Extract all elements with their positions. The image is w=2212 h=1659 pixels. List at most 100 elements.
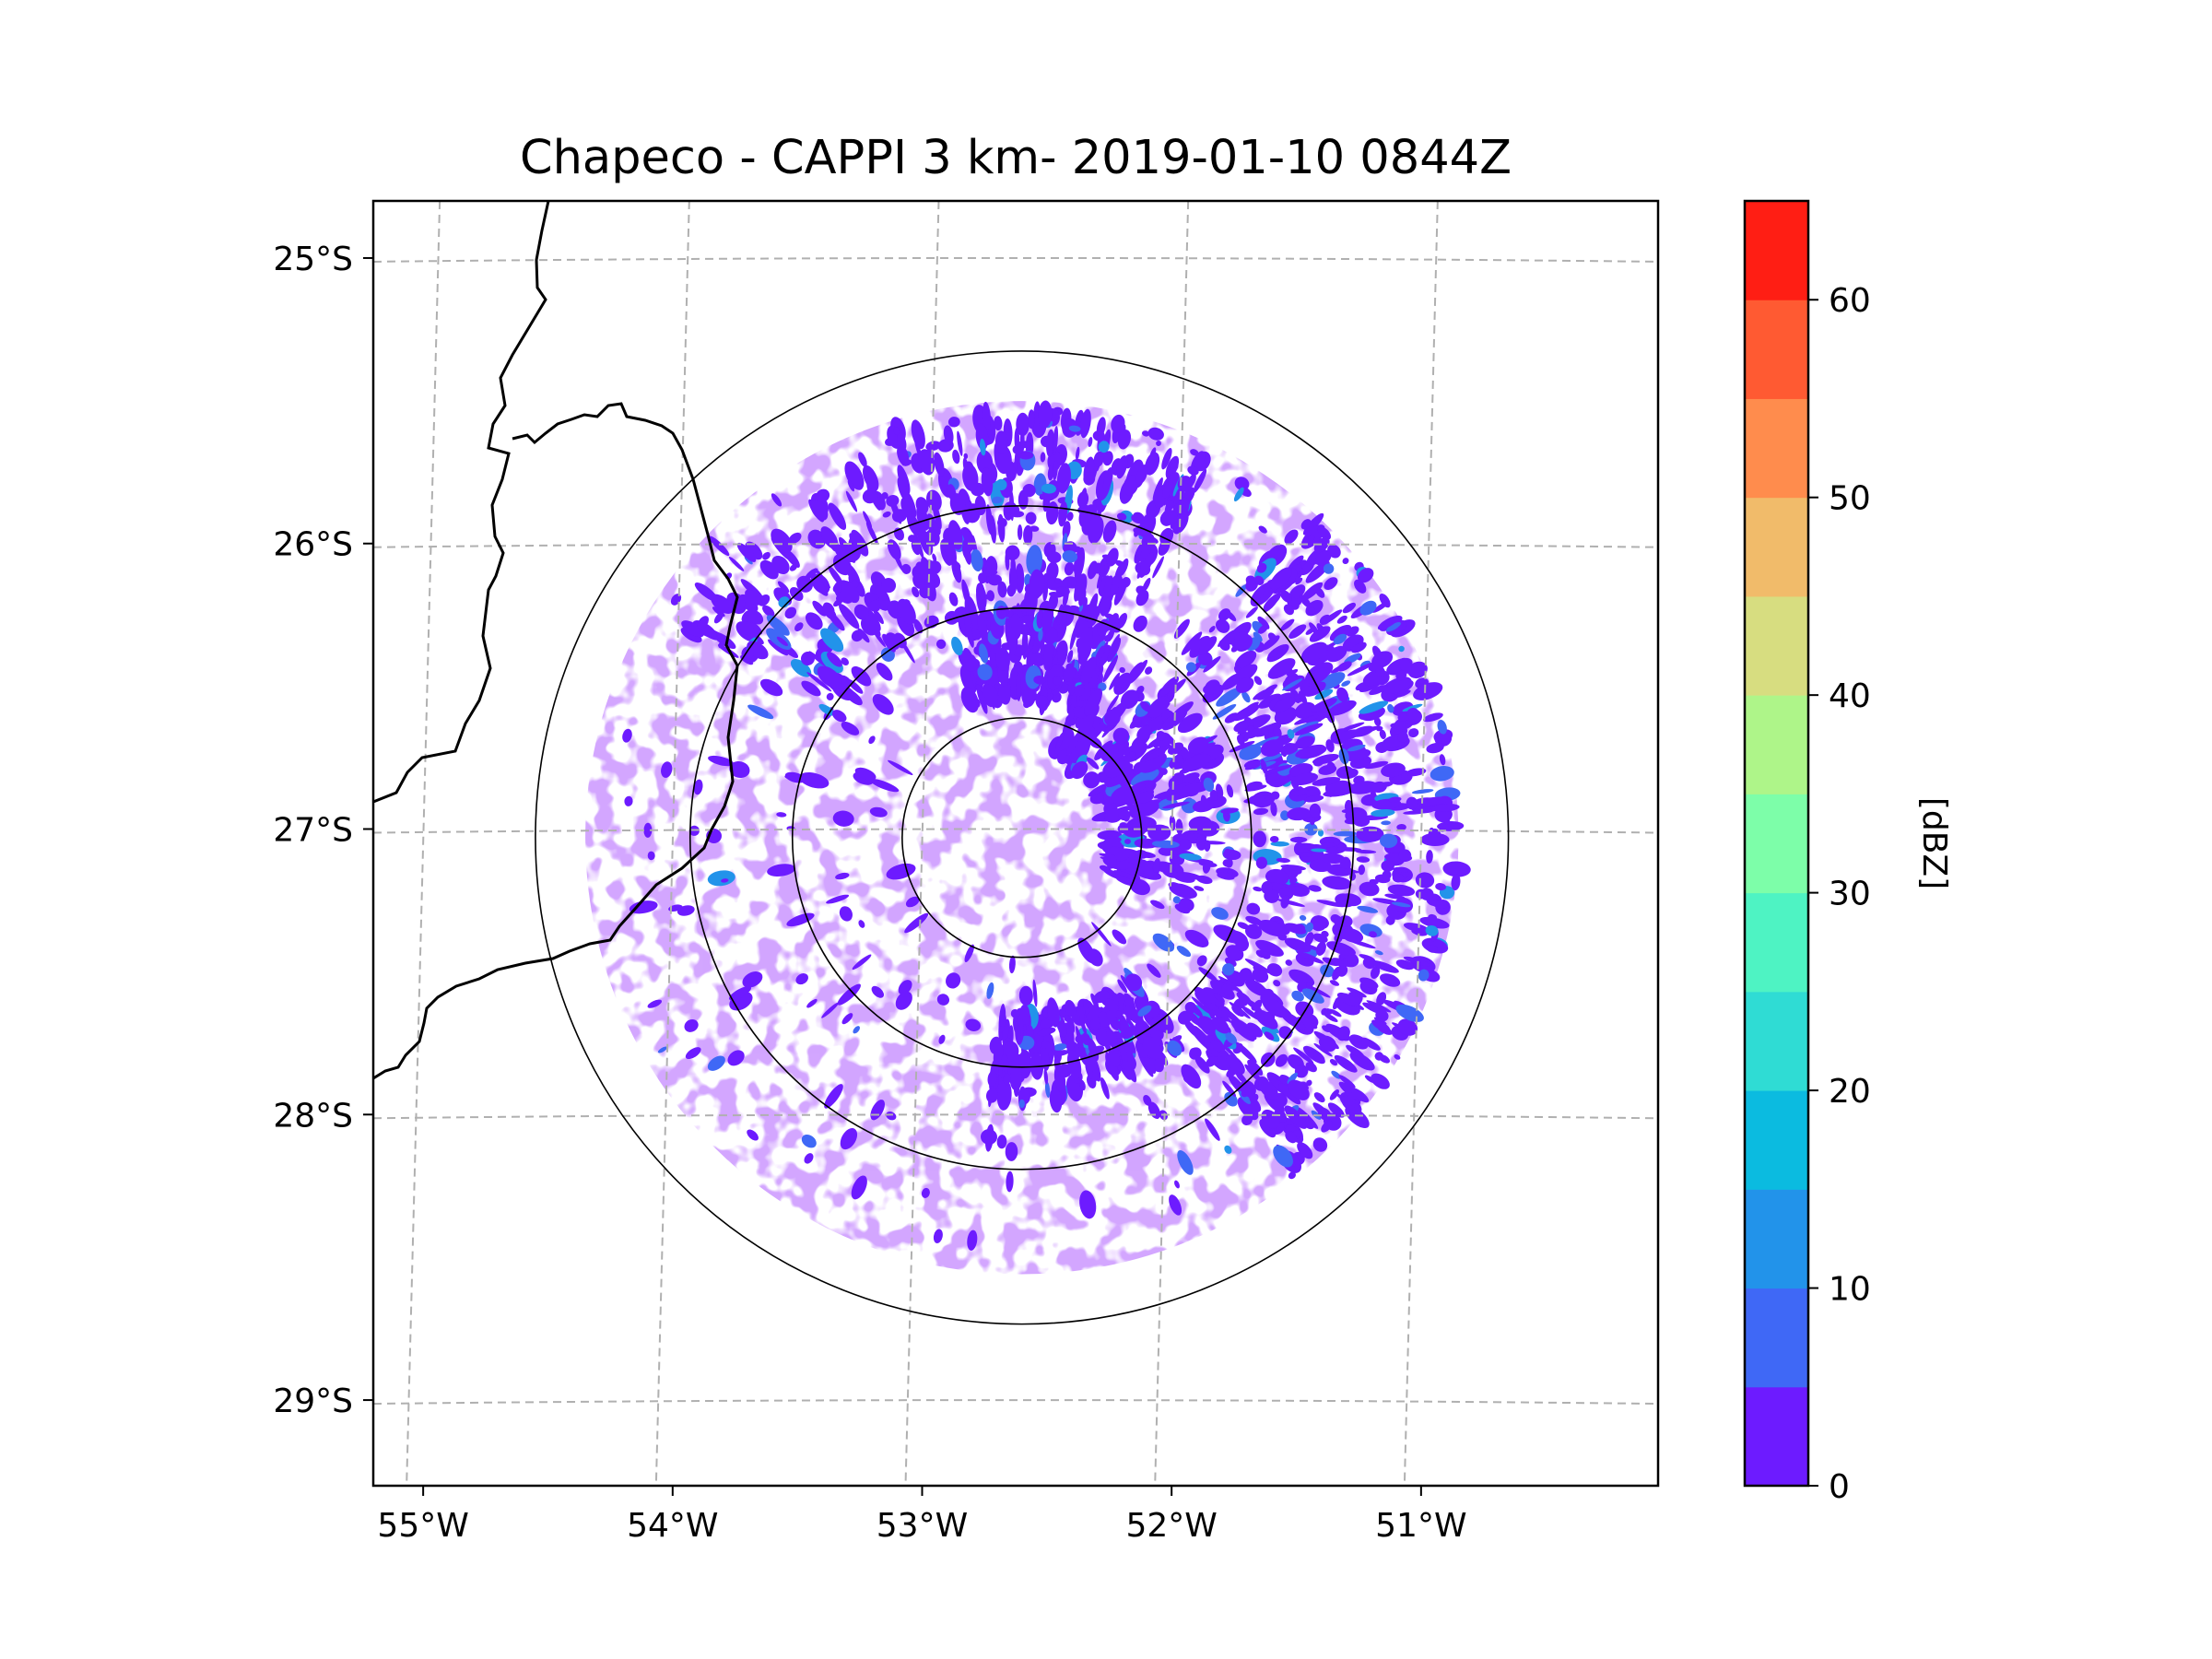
- echo-cell: [1370, 959, 1399, 973]
- echo-cell: [1183, 1019, 1201, 1039]
- echo-cell: [1049, 1088, 1063, 1113]
- echo-cell: [1008, 565, 1018, 595]
- echo-cell: [1305, 922, 1314, 933]
- echo-cell: [1100, 597, 1112, 617]
- echo-cell: [1117, 1065, 1123, 1071]
- echo-cell: [1109, 672, 1121, 690]
- echo-cell: [1067, 605, 1082, 615]
- echo-cell: [624, 795, 633, 806]
- echo-cell: [1008, 955, 1016, 974]
- echo-cell: [747, 641, 769, 660]
- echo-cell: [1023, 700, 1030, 709]
- echo-cell: [1116, 1009, 1133, 1036]
- echo-cell: [1371, 1073, 1390, 1089]
- echo-cell: [1021, 615, 1036, 623]
- echo-cell: [1288, 886, 1308, 896]
- echo-cell: [1213, 924, 1241, 944]
- echo-cell: [1280, 618, 1295, 631]
- echo-cell: [977, 664, 993, 681]
- echo-cell: [709, 535, 730, 557]
- echo-cell: [1106, 547, 1119, 567]
- echo-cell: [1299, 690, 1308, 705]
- echo-cell: [1080, 408, 1091, 439]
- echo-cell: [1338, 1075, 1356, 1088]
- echo-cell: [832, 810, 854, 827]
- echo-cell: [1265, 868, 1289, 886]
- echo-cell: [1244, 979, 1268, 996]
- echo-cell: [1341, 928, 1364, 943]
- echo-cell: [1442, 861, 1471, 877]
- echo-cell: [1211, 1017, 1230, 1034]
- echo-cell: [1396, 823, 1406, 831]
- echo-cell: [979, 439, 986, 456]
- echo-cell: [1426, 850, 1433, 864]
- y-tick-label: 27°S: [273, 812, 353, 850]
- echo-cell: [1285, 1131, 1298, 1144]
- echo-cell: [1246, 1022, 1264, 1038]
- echo-cell: [1167, 742, 1184, 755]
- echo-cell: [1299, 914, 1307, 921]
- echo-cell: [771, 528, 793, 553]
- echo-cell: [1173, 618, 1190, 639]
- echo-cell: [1033, 675, 1046, 685]
- echo-cell: [810, 575, 829, 596]
- echo-cell: [1196, 955, 1207, 967]
- echo-cell: [1194, 886, 1205, 891]
- echo-cell: [843, 688, 863, 706]
- echo-cell: [1176, 754, 1185, 767]
- echo-cell: [1290, 688, 1300, 703]
- echo-cell: [1336, 661, 1352, 672]
- echo-cell: [1177, 782, 1207, 796]
- echo-cell: [657, 1046, 667, 1053]
- gridline-lat: [373, 1399, 1658, 1406]
- echo-cell: [1054, 1050, 1069, 1056]
- echo-cell: [1293, 841, 1305, 855]
- echo-cell: [862, 488, 878, 504]
- echo-cell: [747, 704, 774, 720]
- echo-cell: [1140, 700, 1152, 712]
- echo-cell: [868, 599, 881, 611]
- gridline-lat: [373, 828, 1658, 834]
- colorbar-tick-label: 60: [1829, 282, 1871, 320]
- echo-cell: [870, 779, 900, 793]
- echo-cell: [932, 553, 937, 562]
- echo-cell: [1407, 661, 1428, 679]
- echo-cell: [1258, 525, 1267, 534]
- echo-cell: [1172, 872, 1195, 883]
- echo-cell: [1078, 1015, 1088, 1036]
- echo-cell: [831, 710, 847, 723]
- echo-cell: [1006, 1171, 1014, 1193]
- echo-cell: [977, 614, 988, 643]
- gridline-lon: [1403, 201, 1439, 1486]
- echo-cell: [1371, 781, 1387, 794]
- echo-cell: [1174, 903, 1191, 914]
- echo-cell: [1278, 1083, 1301, 1105]
- echo-cell: [875, 585, 887, 601]
- colorbar-tick-label: 40: [1829, 677, 1871, 715]
- echo-cell: [1053, 460, 1058, 481]
- echo-cell: [818, 703, 835, 716]
- echo-cell: [1190, 449, 1199, 456]
- echo-cell: [1141, 430, 1150, 437]
- echo-cell: [1176, 946, 1192, 958]
- colorbar-segment: [1745, 695, 1808, 794]
- echo-cell: [1437, 719, 1447, 735]
- echo-cell: [1054, 732, 1065, 754]
- echo-cell: [839, 604, 860, 629]
- echo-cell: [1386, 621, 1401, 632]
- echo-cell: [1359, 881, 1380, 897]
- echo-cell: [835, 872, 850, 880]
- echo-cell: [995, 478, 1007, 490]
- echo-cell: [1253, 886, 1263, 892]
- echo-cell: [805, 568, 818, 580]
- echo-cell: [1020, 625, 1030, 634]
- colorbar-tick-label: 20: [1829, 1073, 1871, 1111]
- echo-cell: [1069, 624, 1077, 650]
- echo-cell: [1258, 693, 1282, 709]
- echo-cell: [1342, 602, 1357, 614]
- echo-cell: [1349, 1052, 1375, 1071]
- echo-cell: [1284, 1105, 1308, 1129]
- echo-cell: [872, 694, 894, 715]
- echo-cell: [1064, 1015, 1070, 1022]
- echo-cell: [1326, 645, 1347, 663]
